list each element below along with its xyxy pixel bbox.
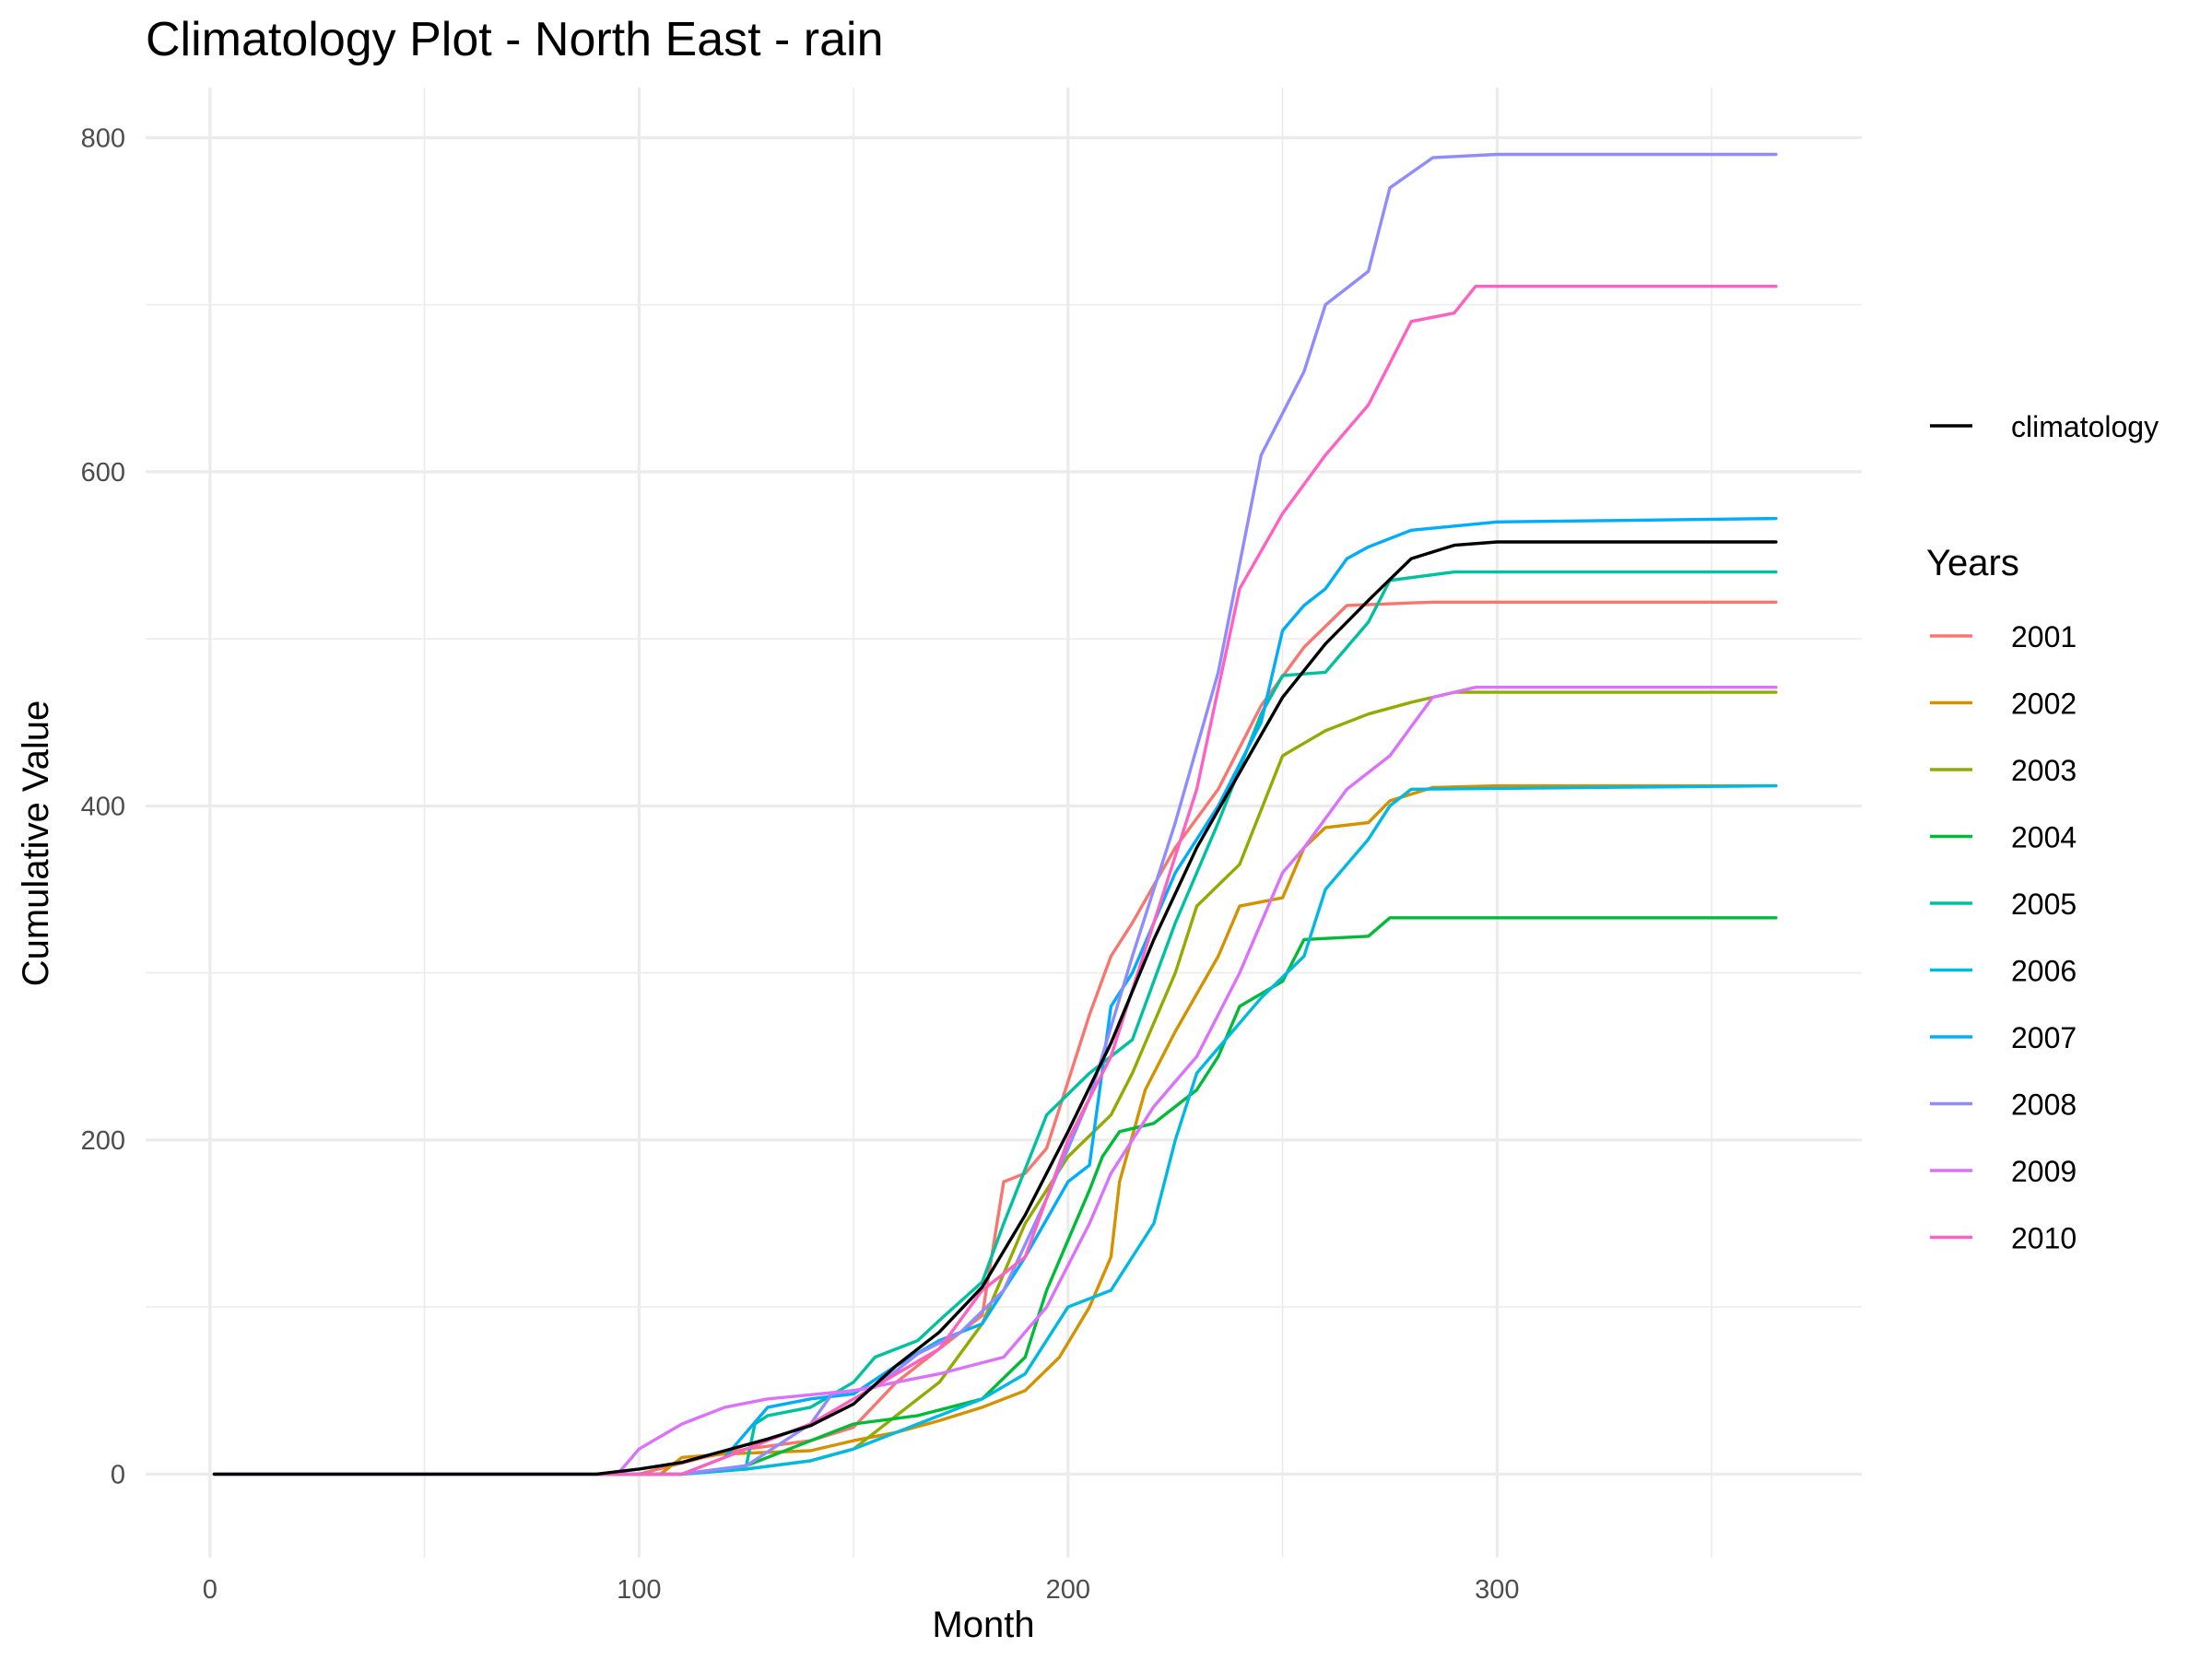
- series-line-2005: [212, 570, 1778, 1477]
- y-tick-label: 400: [81, 792, 125, 821]
- legend-label-2004: 2004: [2011, 821, 2077, 854]
- series-line-2006: [212, 783, 1778, 1477]
- series-line-2008: [212, 152, 1778, 1477]
- legend-label-2005: 2005: [2011, 888, 2077, 921]
- x-tick-label: 100: [617, 1575, 661, 1605]
- legend-label-2010: 2010: [2011, 1222, 2077, 1255]
- legend-label-2001: 2001: [2011, 620, 2077, 653]
- legend-title-years: Years: [1926, 543, 2019, 583]
- axis-ticks: 0 100 200 300 0 200 400 600 800: [81, 124, 1520, 1605]
- plot-lines: [212, 152, 1778, 1477]
- x-tick-label: 200: [1046, 1575, 1090, 1605]
- y-tick-label: 200: [81, 1126, 125, 1156]
- legend-label-2009: 2009: [2011, 1155, 2077, 1188]
- legend-label-2002: 2002: [2011, 688, 2077, 721]
- series-line-2009: [212, 686, 1778, 1477]
- legend-label-2006: 2006: [2011, 955, 2077, 988]
- x-tick-label: 0: [203, 1575, 218, 1605]
- legend-label-2007: 2007: [2011, 1021, 2077, 1054]
- legend-label-climatology: climatology: [2011, 410, 2159, 443]
- series-line-climatology: [212, 540, 1778, 1477]
- chart-title: Climatology Plot - North East - rain: [146, 13, 884, 66]
- x-tick-label: 300: [1475, 1575, 1519, 1605]
- y-tick-label: 0: [111, 1460, 125, 1489]
- y-tick-label: 600: [81, 458, 125, 488]
- series-line-2002: [212, 783, 1778, 1477]
- series-line-2004: [212, 916, 1778, 1477]
- y-tick-label: 800: [81, 124, 125, 153]
- x-axis-title: Month: [932, 1605, 1034, 1645]
- legend: climatology Years 2001 2002 2003 2004 2005 20…: [1926, 410, 2159, 1255]
- grid: [146, 88, 1862, 1558]
- series-line-2007: [212, 516, 1778, 1477]
- series-line-2001: [212, 600, 1778, 1477]
- legend-label-2008: 2008: [2011, 1088, 2077, 1122]
- y-axis-title: Cumulative Value: [16, 700, 56, 987]
- series-line-2003: [212, 690, 1778, 1477]
- legend-label-2003: 2003: [2011, 754, 2077, 787]
